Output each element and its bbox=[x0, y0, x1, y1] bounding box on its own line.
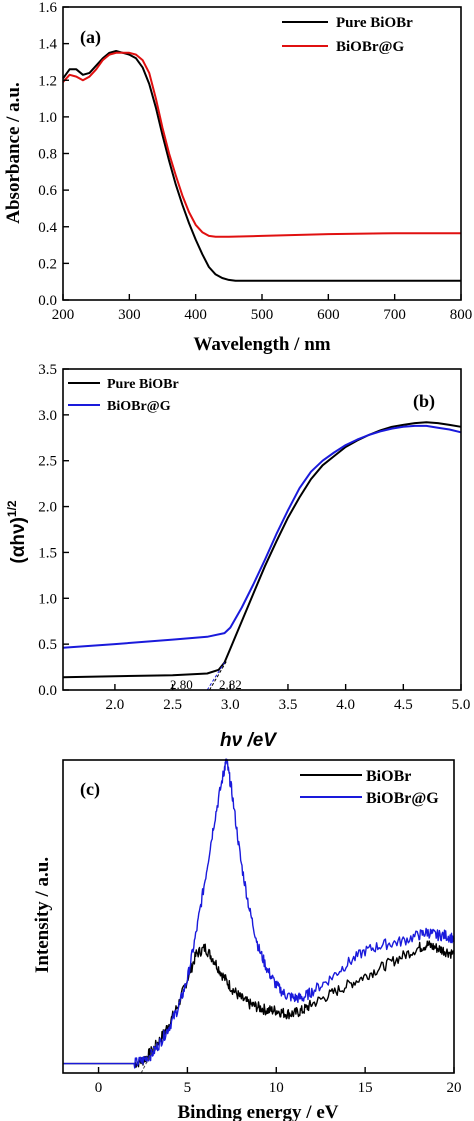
y-ticks-a: 0.0 0.2 0.4 0.6 0.8 1.0 1.2 1.4 1.6 bbox=[38, 0, 69, 309]
y-axis-title-c: Intensity / a.u. bbox=[32, 857, 53, 973]
tangent-line-c bbox=[140, 1041, 158, 1074]
y-tick-label-2-0-1: 2.0 bbox=[38, 500, 57, 516]
x-tick-label-700-0: 700 bbox=[383, 307, 406, 323]
x-ticks-c: 0 5 10 15 20 bbox=[95, 1067, 462, 1096]
chart-panel-c: 0 5 10 15 20 (c) BiOBr BiOBr@G Binding energ… bbox=[32, 758, 462, 1121]
y-tick-label-1-4-0: 1.4 bbox=[38, 37, 57, 53]
panel-label-b: (b) bbox=[413, 391, 435, 412]
plot-a-lines bbox=[62, 50, 461, 282]
x-ticks-a: 200 300 400 500 600 700 800 bbox=[52, 294, 473, 323]
x-axis-title-b: hν /eV bbox=[220, 730, 277, 751]
panel-label-c: (c) bbox=[80, 779, 100, 800]
x-tick-label-600-0: 600 bbox=[317, 307, 340, 323]
series-line-biobr-g-0 bbox=[62, 51, 461, 238]
legend-label-biobr-c: BiOBr bbox=[366, 768, 411, 785]
x-tick-label-5-2: 5 bbox=[184, 1080, 192, 1096]
x-tick-label-20-2: 20 bbox=[447, 1080, 462, 1096]
legend-label-biobr-g-b: BiOBr@G bbox=[107, 399, 171, 414]
x-tick-label-400-0: 400 bbox=[184, 307, 207, 323]
y-tick-label-0-2-0: 0.2 bbox=[38, 256, 57, 272]
legend-label-biobr-g-c: BiOBr@G bbox=[366, 790, 439, 807]
series-line-pure-biobr-0 bbox=[62, 50, 461, 282]
y-tick-label-1-2-0: 1.2 bbox=[38, 73, 57, 89]
y-tick-label-0-5-1: 0.5 bbox=[38, 637, 57, 653]
y-tick-label-3-5-1: 3.5 bbox=[38, 362, 57, 378]
chart-panel-a: 200 300 400 500 600 700 800 0.0 0.2 0.4 0.6 0.8 1.0… bbox=[3, 0, 473, 355]
series-line-biobr-g-2 bbox=[63, 758, 455, 1069]
x-tick-label-500-0: 500 bbox=[251, 307, 274, 323]
y-axis-title-b-main: (αhν) bbox=[8, 517, 29, 564]
legend-label-pure-biobr-a: Pure BiOBr bbox=[336, 15, 413, 31]
y-tick-label-1-0-0: 1.0 bbox=[38, 110, 57, 126]
y-tick-label-0-0-0: 0.0 bbox=[38, 293, 57, 309]
x-axis-title-c: Binding energy / eV bbox=[178, 1102, 339, 1121]
y-tick-label-3-0-1: 3.0 bbox=[38, 408, 57, 424]
series-line-biobr-2 bbox=[63, 940, 455, 1068]
x-tick-label-2-0-1: 2.0 bbox=[106, 697, 125, 713]
panel-label-a: (a) bbox=[80, 27, 101, 48]
x-tick-label-2-5-1: 2.5 bbox=[163, 697, 182, 713]
tangent-line-biobr-g-b bbox=[206, 662, 225, 691]
y-tick-label-0-4-0: 0.4 bbox=[38, 220, 57, 236]
y-tick-label-1-6-0: 1.6 bbox=[38, 0, 57, 16]
tangent-line-pure-biobr-b bbox=[209, 660, 228, 691]
legend-a: Pure BiOBr BiOBr@G bbox=[282, 15, 413, 55]
annotation-2-82: 2.82 bbox=[219, 677, 242, 692]
y-axis-title-a: Absorbance / a.u. bbox=[3, 82, 24, 223]
y-tick-label-0-6-0: 0.6 bbox=[38, 183, 57, 199]
x-axis-title-a: Wavelength / nm bbox=[193, 334, 330, 355]
legend-label-pure-biobr-b: Pure BiOBr bbox=[107, 377, 179, 392]
tangent-lines-c bbox=[140, 1041, 158, 1074]
x-tick-label-4-0-1: 4.0 bbox=[336, 697, 355, 713]
x-tick-label-5-0-1: 5.0 bbox=[452, 697, 471, 713]
legend-c: BiOBr BiOBr@G bbox=[300, 768, 439, 807]
svg-text:(αhν)1/2: (αhν)1/2 bbox=[5, 500, 29, 564]
series-line-biobr-g-1 bbox=[62, 424, 462, 649]
x-tick-label-15-2: 15 bbox=[358, 1080, 373, 1096]
y-ticks-b: 0.0 0.5 1.0 1.5 2.0 2.5 3.0 3.5 bbox=[38, 362, 69, 699]
x-tick-label-200-0: 200 bbox=[52, 307, 75, 323]
x-axis-title-b-text: hν /eV bbox=[220, 730, 277, 751]
plot-c-lines bbox=[63, 758, 455, 1069]
x-tick-label-3-0-1: 3.0 bbox=[221, 697, 240, 713]
legend-b: Pure BiOBr BiOBr@G bbox=[68, 377, 179, 414]
x-tick-label-0-2: 0 bbox=[95, 1080, 103, 1096]
plot-frame-b bbox=[62, 368, 462, 691]
x-ticks-b: 2.0 2.5 3.0 3.5 4.0 4.5 5.0 bbox=[106, 684, 471, 713]
y-tick-label-0-8-0: 0.8 bbox=[38, 147, 57, 163]
y-tick-label-0-0-1: 0.0 bbox=[38, 683, 57, 699]
series-line-pure-biobr-1 bbox=[62, 421, 462, 679]
legend-label-biobr-g-a: BiOBr@G bbox=[336, 39, 404, 55]
x-tick-label-3-5-1: 3.5 bbox=[279, 697, 298, 713]
y-tick-label-1-5-1: 1.5 bbox=[38, 545, 57, 561]
x-tick-label-300-0: 300 bbox=[118, 307, 141, 323]
x-tick-label-4-5-1: 4.5 bbox=[394, 697, 413, 713]
y-tick-label-2-5-1: 2.5 bbox=[38, 454, 57, 470]
annotation-2-80: 2.80 bbox=[170, 677, 193, 692]
y-tick-label-1-0-1: 1.0 bbox=[38, 591, 57, 607]
chart-panel-b: 2.0 2.5 3.0 3.5 4.0 4.5 5.0 0.0 0.5 1.0 1.5 2.0 2.5… bbox=[5, 362, 471, 751]
x-tick-label-800-0: 800 bbox=[450, 307, 473, 323]
y-axis-title-b: (αhν)1/2 bbox=[5, 500, 29, 564]
tangent-lines-b bbox=[206, 660, 228, 691]
y-axis-title-b-sup: 1/2 bbox=[5, 500, 19, 517]
plot-b-lines bbox=[62, 421, 462, 679]
x-tick-label-10-2: 10 bbox=[269, 1080, 284, 1096]
plot-frame-c bbox=[62, 759, 455, 1074]
